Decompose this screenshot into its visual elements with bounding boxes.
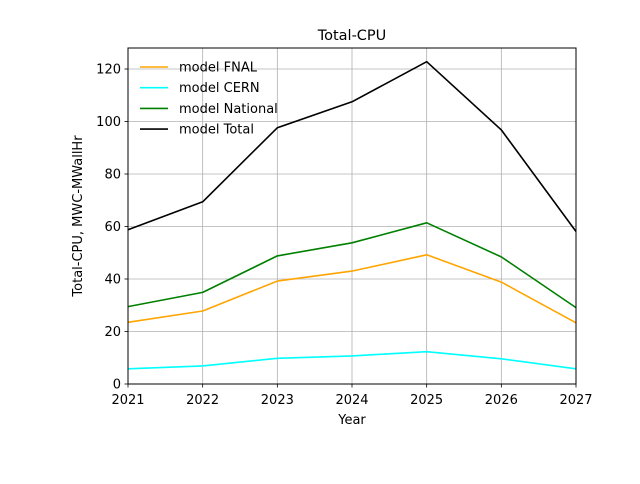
legend-label: model FNAL [179,61,258,76]
series-line-model-national [127,222,577,309]
chart-title: Total-CPU [317,28,387,44]
x-axis-label: Year [337,413,366,428]
y-tick-label: 20 [104,325,121,340]
legend-label: model CERN [179,81,260,96]
x-tick-label: 2023 [261,393,294,408]
y-tick-label: 60 [104,220,121,235]
axis-ticks: 2021 2022 2023 2024 2025 2026 2027 0 20 40 60 80 100… [96,63,592,409]
legend-label: model National [179,102,278,117]
y-tick-label: 0 [113,378,121,393]
x-tick-label: 2025 [410,393,443,408]
y-axis-label: Total-CPU, MWC-MWallHr [71,135,86,298]
y-tick-label: 80 [104,168,121,183]
series-line-model-fnal [127,254,577,324]
x-tick-label: 2024 [335,393,368,408]
x-tick-label: 2027 [559,393,592,408]
legend: model FNAL model CERN model National model … [140,61,278,138]
legend-label: model Total [179,123,254,138]
y-tick-label: 100 [96,115,121,130]
series-line-model-cern [127,350,577,370]
series-line-model-total [127,60,577,232]
series-lines [127,60,577,370]
y-tick-label: 40 [104,273,121,288]
x-tick-label: 2022 [186,393,219,408]
x-tick-label: 2026 [485,393,518,408]
x-tick-label: 2021 [111,393,144,408]
y-tick-label: 120 [96,63,121,78]
